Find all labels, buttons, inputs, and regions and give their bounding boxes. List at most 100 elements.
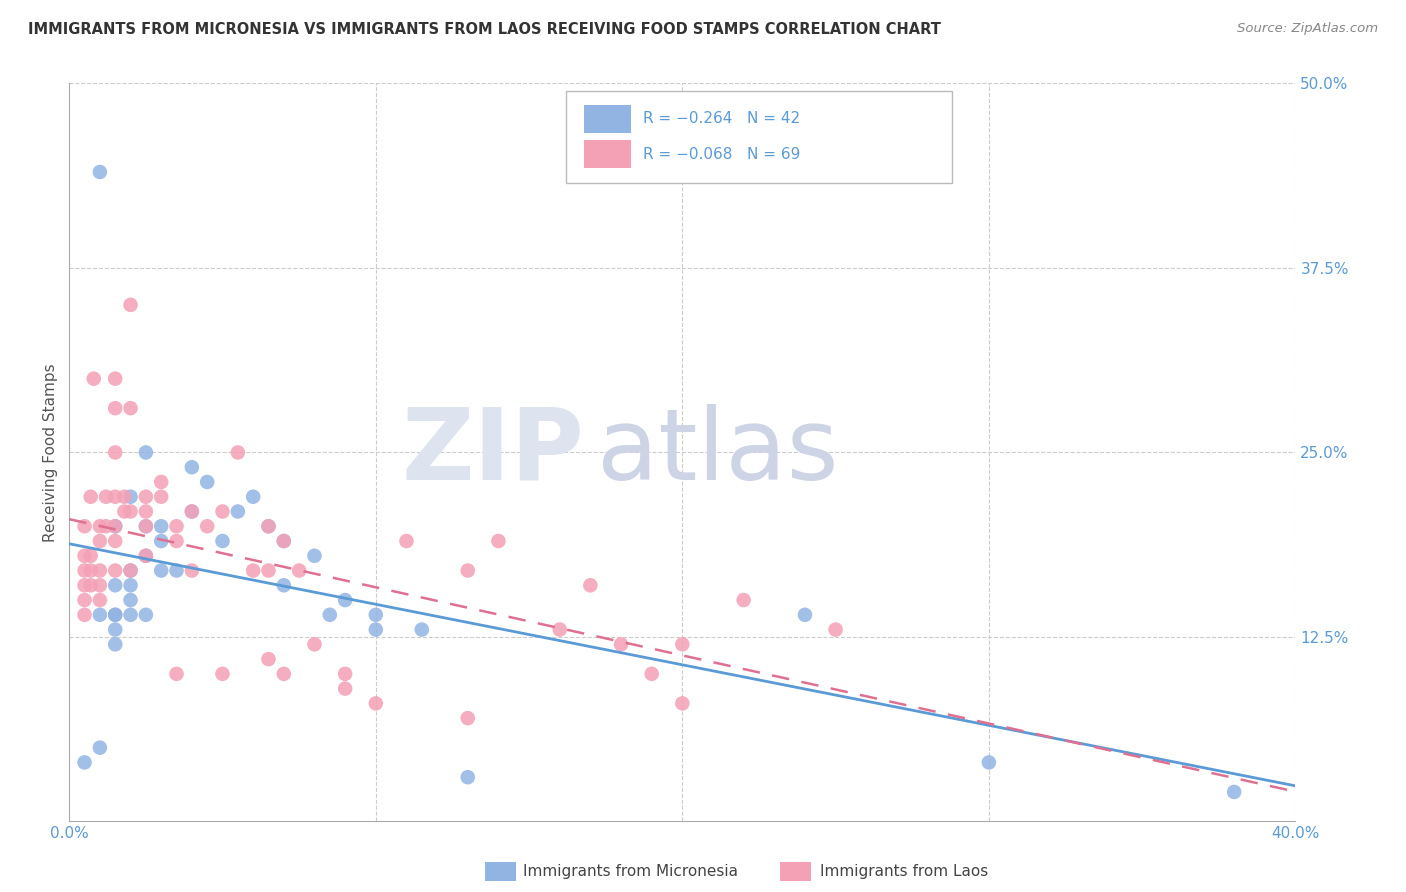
- Point: [977, 756, 1000, 770]
- Point: [150, 490, 173, 504]
- Point: [150, 534, 173, 549]
- Point: [104, 401, 127, 416]
- Point: [180, 460, 202, 475]
- Point: [94, 490, 117, 504]
- Point: [273, 534, 295, 549]
- Point: [457, 564, 479, 578]
- Point: [166, 519, 188, 533]
- Point: [89, 165, 111, 179]
- Point: [135, 549, 157, 563]
- Point: [135, 549, 157, 563]
- Text: R = −0.068   N = 69: R = −0.068 N = 69: [643, 147, 800, 161]
- Point: [73, 519, 96, 533]
- Point: [364, 697, 387, 711]
- Point: [150, 475, 173, 489]
- Point: [671, 637, 693, 651]
- Point: [120, 578, 142, 592]
- Point: [671, 697, 693, 711]
- Point: [104, 623, 127, 637]
- Point: [80, 490, 103, 504]
- Point: [180, 504, 202, 518]
- Point: [104, 371, 127, 385]
- Point: [211, 666, 233, 681]
- Point: [73, 593, 96, 607]
- Point: [548, 623, 571, 637]
- Point: [80, 578, 103, 592]
- Point: [104, 578, 127, 592]
- Point: [120, 490, 142, 504]
- Text: IMMIGRANTS FROM MICRONESIA VS IMMIGRANTS FROM LAOS RECEIVING FOOD STAMPS CORRELA: IMMIGRANTS FROM MICRONESIA VS IMMIGRANTS…: [28, 22, 941, 37]
- Point: [794, 607, 817, 622]
- Point: [166, 564, 188, 578]
- Y-axis label: Receiving Food Stamps: Receiving Food Stamps: [44, 363, 58, 541]
- Point: [180, 504, 202, 518]
- Point: [610, 637, 633, 651]
- Point: [120, 298, 142, 312]
- Point: [73, 578, 96, 592]
- Point: [73, 549, 96, 563]
- Point: [80, 564, 103, 578]
- Point: [242, 564, 264, 578]
- Point: [166, 534, 188, 549]
- Point: [150, 519, 173, 533]
- Point: [120, 401, 142, 416]
- Point: [273, 578, 295, 592]
- Point: [288, 564, 311, 578]
- Point: [104, 534, 127, 549]
- Point: [120, 564, 142, 578]
- Point: [304, 637, 326, 651]
- Point: [73, 607, 96, 622]
- Point: [257, 564, 280, 578]
- Point: [257, 519, 280, 533]
- FancyBboxPatch shape: [585, 140, 631, 169]
- Point: [73, 756, 96, 770]
- Text: R = −0.264   N = 42: R = −0.264 N = 42: [643, 112, 800, 127]
- Point: [1223, 785, 1246, 799]
- Point: [226, 504, 249, 518]
- Point: [104, 445, 127, 459]
- Text: Source: ZipAtlas.com: Source: ZipAtlas.com: [1237, 22, 1378, 36]
- Point: [135, 504, 157, 518]
- Point: [89, 607, 111, 622]
- Point: [211, 534, 233, 549]
- Point: [120, 564, 142, 578]
- Point: [364, 623, 387, 637]
- Point: [733, 593, 755, 607]
- Point: [226, 445, 249, 459]
- Point: [94, 519, 117, 533]
- Point: [195, 519, 218, 533]
- Point: [104, 637, 127, 651]
- Point: [73, 564, 96, 578]
- Point: [319, 607, 342, 622]
- FancyBboxPatch shape: [565, 91, 952, 183]
- Point: [89, 578, 111, 592]
- Point: [333, 593, 356, 607]
- Point: [112, 490, 135, 504]
- Point: [579, 578, 602, 592]
- Point: [104, 607, 127, 622]
- Point: [457, 770, 479, 784]
- Point: [304, 549, 326, 563]
- Point: [80, 549, 103, 563]
- Point: [166, 666, 188, 681]
- Point: [641, 666, 664, 681]
- Point: [83, 371, 105, 385]
- Point: [135, 519, 157, 533]
- Point: [150, 564, 173, 578]
- Point: [333, 666, 356, 681]
- Point: [120, 593, 142, 607]
- Point: [257, 519, 280, 533]
- Point: [104, 564, 127, 578]
- Text: atlas: atlas: [596, 404, 838, 501]
- Point: [395, 534, 418, 549]
- Point: [89, 519, 111, 533]
- Point: [135, 490, 157, 504]
- Point: [411, 623, 433, 637]
- Point: [135, 519, 157, 533]
- Point: [89, 564, 111, 578]
- Point: [135, 607, 157, 622]
- Point: [273, 666, 295, 681]
- Point: [195, 475, 218, 489]
- Point: [104, 607, 127, 622]
- Point: [257, 652, 280, 666]
